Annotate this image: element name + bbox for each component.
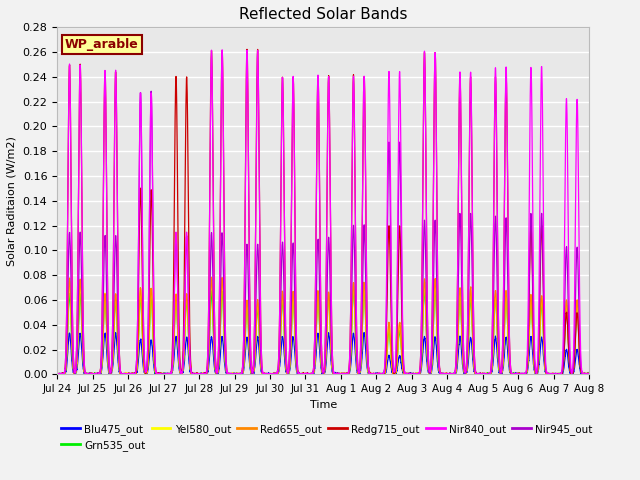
Grn535_out bbox=[575, 344, 583, 349]
Yel580_out bbox=[207, 275, 215, 280]
Redg715_out bbox=[243, 47, 251, 52]
Redg715_out bbox=[518, 371, 525, 377]
Redg715_out bbox=[575, 347, 583, 352]
Nir945_out bbox=[258, 366, 266, 372]
Red655_out bbox=[575, 340, 583, 346]
Y-axis label: Solar Raditaion (W/m2): Solar Raditaion (W/m2) bbox=[7, 136, 17, 266]
Nir945_out bbox=[146, 200, 154, 205]
Redg715_out bbox=[53, 370, 61, 376]
Red655_out bbox=[54, 372, 61, 377]
Red655_out bbox=[114, 344, 122, 349]
Text: WP_arable: WP_arable bbox=[65, 38, 139, 51]
Nir945_out bbox=[281, 318, 289, 324]
Blu475_out bbox=[575, 361, 583, 367]
Nir840_out bbox=[575, 258, 583, 264]
Line: Red655_out: Red655_out bbox=[57, 277, 589, 374]
Yel580_out bbox=[575, 342, 583, 348]
Grn535_out bbox=[54, 372, 61, 377]
Nir840_out bbox=[281, 249, 289, 254]
Grn535_out bbox=[431, 287, 439, 292]
Yel580_out bbox=[146, 319, 154, 325]
Yel580_out bbox=[281, 338, 289, 344]
Redg715_out bbox=[281, 247, 289, 253]
Nir840_out bbox=[586, 372, 593, 377]
Line: Yel580_out: Yel580_out bbox=[57, 277, 589, 374]
Redg715_out bbox=[586, 371, 593, 377]
Grn535_out bbox=[586, 372, 593, 377]
Grn535_out bbox=[146, 324, 154, 330]
Redg715_out bbox=[53, 372, 61, 377]
Line: Blu475_out: Blu475_out bbox=[57, 333, 589, 374]
Redg715_out bbox=[146, 259, 154, 264]
Legend: Blu475_out, Grn535_out, Yel580_out, Red655_out, Redg715_out, Nir840_out, Nir945_: Blu475_out, Grn535_out, Yel580_out, Red6… bbox=[57, 420, 597, 455]
Nir840_out bbox=[518, 372, 525, 377]
Blu475_out bbox=[115, 360, 122, 366]
Line: Nir840_out: Nir840_out bbox=[57, 50, 589, 374]
Grn535_out bbox=[280, 336, 288, 342]
Nir945_out bbox=[53, 371, 61, 376]
Yel580_out bbox=[53, 371, 61, 377]
Nir945_out bbox=[54, 372, 61, 377]
Nir840_out bbox=[114, 265, 122, 271]
Redg715_out bbox=[258, 355, 266, 361]
Line: Redg715_out: Redg715_out bbox=[57, 49, 589, 374]
Blu475_out bbox=[518, 372, 525, 377]
Redg715_out bbox=[114, 265, 122, 271]
Yel580_out bbox=[586, 372, 593, 377]
Nir840_out bbox=[258, 355, 266, 361]
Blu475_out bbox=[53, 372, 61, 377]
Nir840_out bbox=[54, 372, 62, 377]
Line: Nir945_out: Nir945_out bbox=[57, 91, 589, 374]
Nir945_out bbox=[586, 372, 593, 377]
Nir945_out bbox=[575, 319, 583, 325]
Grn535_out bbox=[53, 370, 61, 376]
Nir945_out bbox=[518, 372, 525, 377]
Nir945_out bbox=[147, 88, 155, 94]
Line: Grn535_out: Grn535_out bbox=[57, 289, 589, 374]
Blu475_out bbox=[54, 372, 61, 377]
Blu475_out bbox=[586, 371, 593, 376]
Red655_out bbox=[586, 372, 593, 377]
Nir945_out bbox=[114, 323, 122, 329]
Nir840_out bbox=[218, 47, 226, 53]
Red655_out bbox=[258, 368, 266, 373]
Red655_out bbox=[518, 372, 525, 377]
X-axis label: Time: Time bbox=[310, 400, 337, 409]
Red655_out bbox=[146, 319, 154, 324]
Blu475_out bbox=[146, 348, 154, 354]
Grn535_out bbox=[518, 372, 525, 377]
Yel580_out bbox=[258, 367, 266, 373]
Red655_out bbox=[281, 338, 289, 344]
Red655_out bbox=[207, 275, 215, 280]
Grn535_out bbox=[257, 366, 265, 372]
Blu475_out bbox=[112, 330, 120, 336]
Red655_out bbox=[53, 371, 61, 376]
Blu475_out bbox=[281, 355, 289, 360]
Title: Reflected Solar Bands: Reflected Solar Bands bbox=[239, 7, 408, 22]
Yel580_out bbox=[518, 372, 525, 377]
Yel580_out bbox=[114, 344, 122, 349]
Blu475_out bbox=[258, 370, 266, 375]
Nir840_out bbox=[53, 371, 61, 376]
Grn535_out bbox=[114, 345, 122, 350]
Yel580_out bbox=[54, 372, 61, 377]
Nir840_out bbox=[146, 201, 154, 206]
